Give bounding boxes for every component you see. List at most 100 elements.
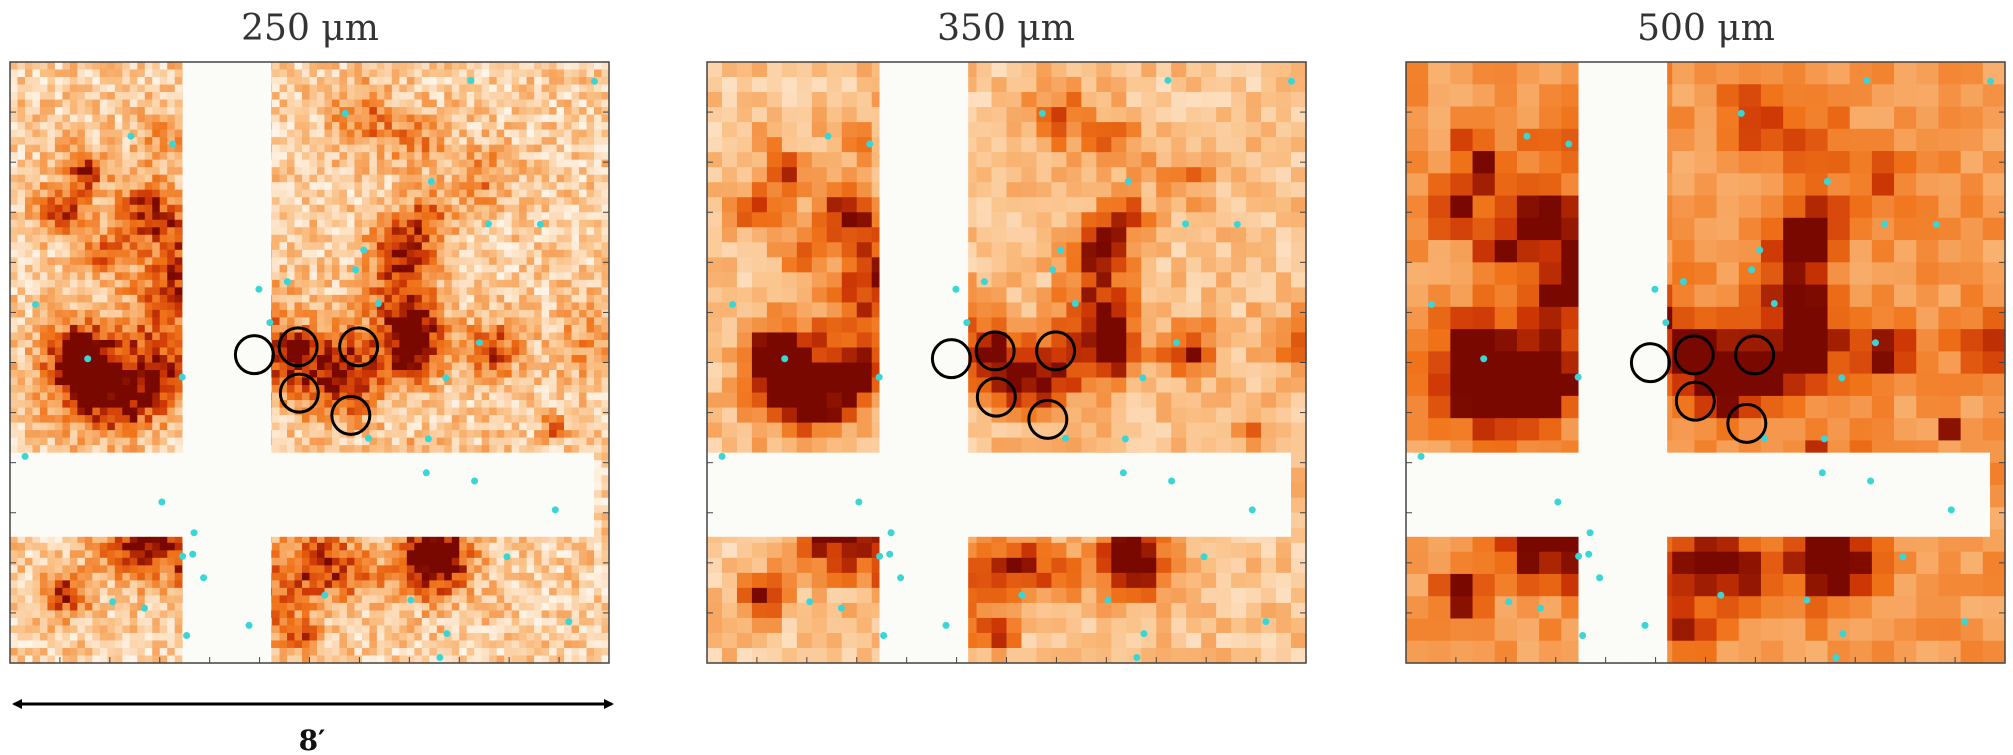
map-pixel bbox=[47, 152, 55, 160]
map-pixel bbox=[332, 280, 340, 288]
map-pixel bbox=[324, 310, 332, 318]
map-pixel bbox=[47, 340, 55, 348]
map-pixel bbox=[130, 445, 138, 453]
map-pixel bbox=[377, 438, 385, 446]
map-pixel bbox=[384, 130, 392, 138]
map-pixel bbox=[272, 145, 280, 153]
map-pixel bbox=[444, 640, 452, 648]
map-pixel bbox=[332, 325, 340, 333]
map-pixel bbox=[324, 332, 332, 340]
map-pixel bbox=[317, 633, 325, 641]
map-pixel bbox=[280, 152, 288, 160]
map-pixel bbox=[422, 393, 430, 401]
map-pixel bbox=[459, 130, 467, 138]
map-pixel bbox=[452, 175, 460, 183]
map-pixel bbox=[47, 317, 55, 325]
map-pixel bbox=[122, 77, 130, 85]
map-pixel bbox=[407, 370, 415, 378]
map-pixel bbox=[62, 363, 70, 371]
map-pixel bbox=[115, 175, 123, 183]
map-pixel bbox=[107, 408, 115, 416]
map-pixel bbox=[272, 633, 280, 641]
map-pixel bbox=[77, 332, 85, 340]
map-pixel bbox=[437, 287, 445, 295]
map-pixel bbox=[317, 287, 325, 295]
map-pixel bbox=[70, 385, 78, 393]
map-pixel bbox=[152, 595, 160, 603]
map-pixel bbox=[429, 550, 437, 558]
map-pixel bbox=[107, 625, 115, 633]
map-pixel bbox=[17, 287, 25, 295]
map-pixel bbox=[70, 393, 78, 401]
map-pixel bbox=[384, 640, 392, 648]
map-pixel bbox=[324, 167, 332, 175]
map-pixel bbox=[287, 295, 295, 303]
map-pixel bbox=[384, 332, 392, 340]
map-pixel bbox=[392, 423, 400, 431]
map-pixel bbox=[369, 565, 377, 573]
map-pixel bbox=[40, 363, 48, 371]
map-pixel bbox=[10, 595, 18, 603]
map-pixel bbox=[362, 167, 370, 175]
map-pixel bbox=[10, 85, 18, 93]
map-pixel bbox=[362, 640, 370, 648]
map-pixel bbox=[100, 160, 108, 168]
map-pixel bbox=[175, 92, 183, 100]
map-pixel bbox=[339, 280, 347, 288]
map-pixel bbox=[115, 370, 123, 378]
map-pixel bbox=[32, 340, 40, 348]
map-pixel bbox=[407, 332, 415, 340]
map-pixel bbox=[100, 573, 108, 581]
map-pixel bbox=[272, 618, 280, 626]
map-pixel bbox=[295, 332, 303, 340]
map-pixel bbox=[10, 115, 18, 123]
map-pixel bbox=[347, 302, 355, 310]
map-pixel bbox=[452, 550, 460, 558]
map-pixel bbox=[414, 175, 422, 183]
map-pixel bbox=[324, 370, 332, 378]
map-pixel bbox=[474, 130, 482, 138]
map-pixel bbox=[422, 310, 430, 318]
map-pixel bbox=[310, 317, 318, 325]
map-pixel bbox=[137, 235, 145, 243]
map-pixel bbox=[317, 220, 325, 228]
map-pixel bbox=[152, 565, 160, 573]
map-pixel bbox=[70, 100, 78, 108]
map-pixel bbox=[280, 212, 288, 220]
map-pixel bbox=[107, 550, 115, 558]
map-pixel bbox=[362, 565, 370, 573]
map-pixel bbox=[122, 355, 130, 363]
map-pixel bbox=[62, 648, 70, 656]
map-pixel bbox=[122, 160, 130, 168]
map-pixel bbox=[10, 182, 18, 190]
map-pixel bbox=[100, 618, 108, 626]
panels bbox=[10, 62, 2006, 664]
map-pixel bbox=[407, 280, 415, 288]
map-pixel bbox=[167, 175, 175, 183]
map-pixel bbox=[77, 272, 85, 280]
map-pixel bbox=[287, 227, 295, 235]
map-pixel bbox=[175, 610, 183, 618]
map-pixel bbox=[92, 295, 100, 303]
map-pixel bbox=[137, 92, 145, 100]
map-pixel bbox=[145, 220, 153, 228]
map-pixel bbox=[377, 92, 385, 100]
map-pixel bbox=[137, 430, 145, 438]
map-pixel bbox=[122, 302, 130, 310]
map-pixel bbox=[392, 648, 400, 656]
map-pixel bbox=[332, 302, 340, 310]
map-pixel bbox=[107, 588, 115, 596]
map-pixel bbox=[399, 62, 407, 70]
map-pixel bbox=[100, 130, 108, 138]
map-pixel bbox=[354, 445, 362, 453]
map-pixel bbox=[25, 558, 33, 566]
map-pixel bbox=[272, 175, 280, 183]
map-pixel bbox=[115, 77, 123, 85]
map-pixel bbox=[160, 385, 168, 393]
map-pixel bbox=[40, 137, 48, 145]
map-pixel bbox=[25, 430, 33, 438]
map-pixel bbox=[10, 100, 18, 108]
map-pixel bbox=[115, 415, 123, 423]
map-pixel bbox=[377, 573, 385, 581]
map-pixel bbox=[287, 610, 295, 618]
